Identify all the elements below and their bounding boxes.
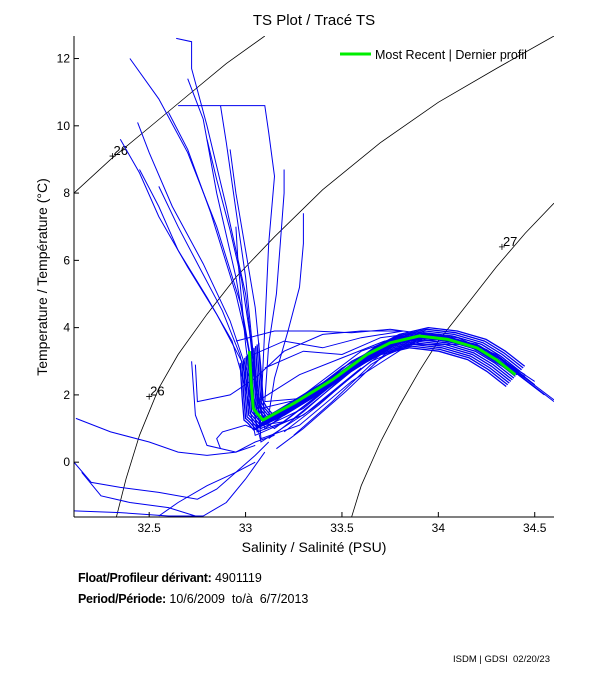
x-tick-label: 34.5 [523, 521, 547, 535]
y-tick-label: 0 [63, 455, 70, 469]
y-tick-label: 6 [63, 253, 70, 267]
profile-line [245, 330, 404, 359]
y-tick-label: 2 [63, 388, 70, 402]
most-recent-profile [247, 334, 517, 422]
profile-line [268, 213, 439, 416]
profile-line [139, 169, 401, 437]
credit-text: ISDM | GDSI 02/20/23 [453, 654, 550, 665]
profile-line [220, 105, 545, 420]
period-value: 10/6/2009 to/à 6/7/2013 [169, 592, 309, 606]
float-info: Float/Profileur dérivant: 4901119 [78, 571, 262, 585]
profile-line [194, 330, 400, 403]
contour-label: 26 [114, 143, 128, 158]
profile-line [276, 335, 526, 450]
legend: Most Recent | Dernier profil [340, 48, 527, 62]
profile-line [191, 361, 256, 453]
y-axis-label: Temperature / Température (°C) [34, 178, 50, 376]
x-tick-label: 33.5 [330, 521, 354, 535]
profile-line [235, 328, 429, 342]
x-axis-label: Salinity / Salinité (PSU) [242, 539, 387, 555]
density-contour [74, 36, 266, 194]
y-tick-label: 4 [63, 321, 70, 335]
profile-line [137, 122, 458, 430]
profile-line [74, 441, 270, 500]
y-tick-label: 12 [57, 52, 71, 66]
profile-line [264, 169, 420, 403]
profile-line [74, 451, 266, 517]
profile-line [178, 105, 516, 410]
plot-area: 26 26 27 [74, 36, 554, 517]
x-tick-label: 33 [239, 521, 253, 535]
contour-label-marker [109, 153, 116, 160]
profile-line [81, 471, 196, 517]
profile-line [229, 149, 487, 423]
float-value: 4901119 [214, 571, 262, 585]
profile-line [75, 417, 275, 456]
period-label: Period/Période: [78, 592, 166, 606]
chart-title: TS Plot / Tracé TS [253, 12, 375, 29]
y-tick-label: 10 [57, 119, 71, 133]
legend-label-most-recent: Most Recent | Dernier profil [375, 48, 527, 62]
contour-label: 26 [150, 384, 164, 399]
density-contour [351, 202, 554, 517]
y-tick-label: 8 [63, 186, 70, 200]
x-tick-label: 32.5 [138, 521, 162, 535]
profile-line [158, 461, 256, 517]
profile-line [119, 139, 478, 430]
period-info: Period/Période: 10/6/2009 to/à 6/7/2013 [78, 592, 308, 606]
profile-line [168, 112, 526, 426]
contour-label-marker [146, 393, 153, 400]
float-label: Float/Profileur dérivant: [78, 571, 212, 585]
axes: 32.5 33 33.5 34 34.5 0 2 4 6 8 10 12 [57, 36, 554, 535]
contour-label: 27 [503, 234, 517, 249]
x-tick-label: 34 [432, 521, 446, 535]
contour-label-marker [498, 243, 505, 250]
